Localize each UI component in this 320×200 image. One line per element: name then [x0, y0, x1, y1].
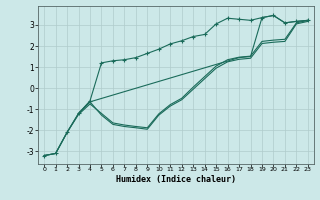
X-axis label: Humidex (Indice chaleur): Humidex (Indice chaleur): [116, 175, 236, 184]
